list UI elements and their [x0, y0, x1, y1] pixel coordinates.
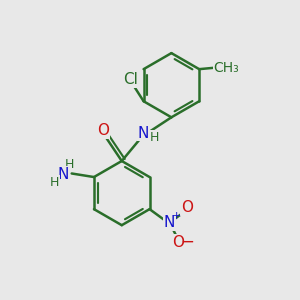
Text: Cl: Cl [123, 72, 138, 87]
Text: O: O [97, 123, 109, 138]
Text: N: N [138, 126, 149, 141]
Text: H: H [50, 176, 59, 189]
Text: O: O [181, 200, 193, 215]
Text: H: H [150, 131, 159, 144]
Text: CH₃: CH₃ [214, 61, 239, 75]
Text: N: N [164, 215, 175, 230]
Text: N: N [58, 167, 69, 182]
Text: −: − [181, 233, 194, 251]
Text: H: H [65, 158, 74, 171]
Text: +: + [172, 211, 182, 221]
Text: O: O [172, 235, 184, 250]
